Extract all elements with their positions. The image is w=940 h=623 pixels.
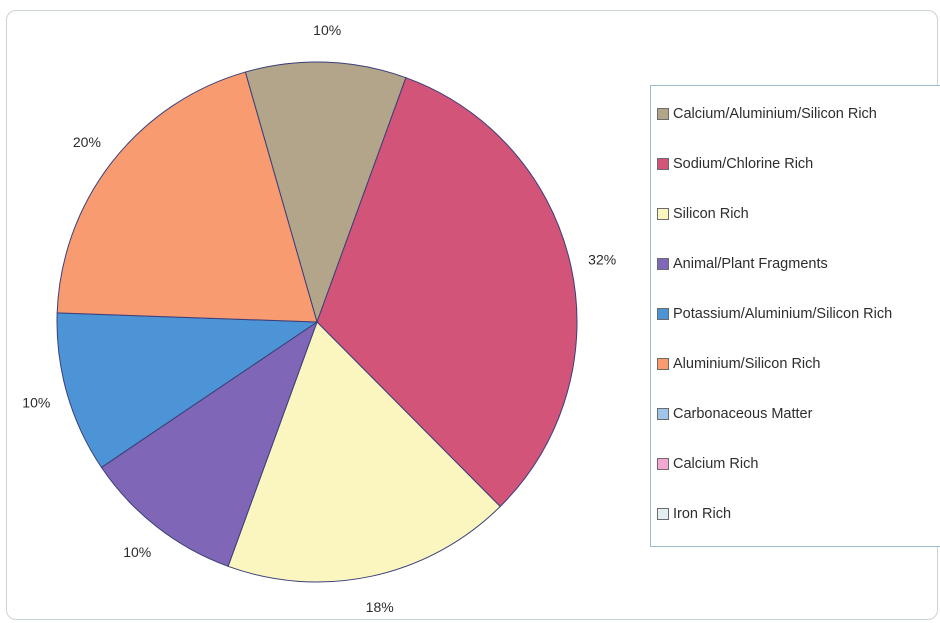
legend-item: Potassium/Aluminium/Silicon Rich [657, 304, 892, 324]
legend-item: Aluminium/Silicon Rich [657, 354, 820, 374]
legend-item: Animal/Plant Fragments [657, 254, 828, 274]
legend-swatch [657, 508, 669, 520]
pie-labels: 10% 32% 18% 10% 10% 20% [22, 22, 616, 615]
legend-item: Carbonaceous Matter [657, 404, 812, 424]
legend-item: Calcium Rich [657, 454, 758, 474]
legend-label: Iron Rich [673, 506, 732, 522]
legend-swatch [657, 258, 669, 270]
legend-item: Sodium/Chlorine Rich [657, 154, 813, 174]
pie-label: 32% [588, 251, 616, 267]
pie-slice-aluminium-silicon-rich [56, 71, 318, 323]
legend-swatch [657, 108, 669, 120]
legend-label: Aluminium/Silicon Rich [673, 356, 821, 372]
legend-label: Silicon Rich [673, 206, 749, 222]
legend-label: Calcium/Aluminium/Silicon Rich [673, 106, 877, 122]
pie-label: 18% [366, 599, 394, 615]
pie-slice-silicon-rich [227, 321, 501, 583]
legend-label: Carbonaceous Matter [673, 406, 813, 422]
legend-label: Animal/Plant Fragments [673, 256, 828, 272]
legend-item: Calcium/Aluminium/Silicon Rich [657, 104, 877, 124]
legend-swatch [657, 158, 669, 170]
pie-slice-sodium-chlorine-rich [316, 77, 578, 508]
pie-slices [56, 61, 578, 583]
legend-swatch [657, 308, 669, 320]
pie-slice-potassium-aluminium-silicon-rich [56, 312, 319, 469]
pie-label: 20% [73, 134, 101, 150]
legend-label: Potassium/Aluminium/Silicon Rich [673, 306, 893, 322]
legend-swatch [657, 458, 669, 470]
legend-item: Silicon Rich [657, 204, 749, 224]
pie-slice-animal-plant-fragments [100, 320, 318, 567]
pie-label: 10% [123, 544, 151, 560]
pie-label: 10% [313, 22, 341, 38]
legend-label: Sodium/Chlorine Rich [673, 156, 814, 172]
pie-slice-calcium-aluminium-silicon-rich [244, 61, 407, 324]
legend-swatch [657, 408, 669, 420]
legend: Calcium/Aluminium/Silicon Rich Sodium/Chl… [650, 85, 940, 547]
legend-swatch [657, 208, 669, 220]
pie-label: 10% [22, 394, 50, 410]
legend-item: Iron Rich [657, 504, 731, 524]
legend-swatch [657, 358, 669, 370]
legend-label: Calcium Rich [673, 456, 759, 472]
